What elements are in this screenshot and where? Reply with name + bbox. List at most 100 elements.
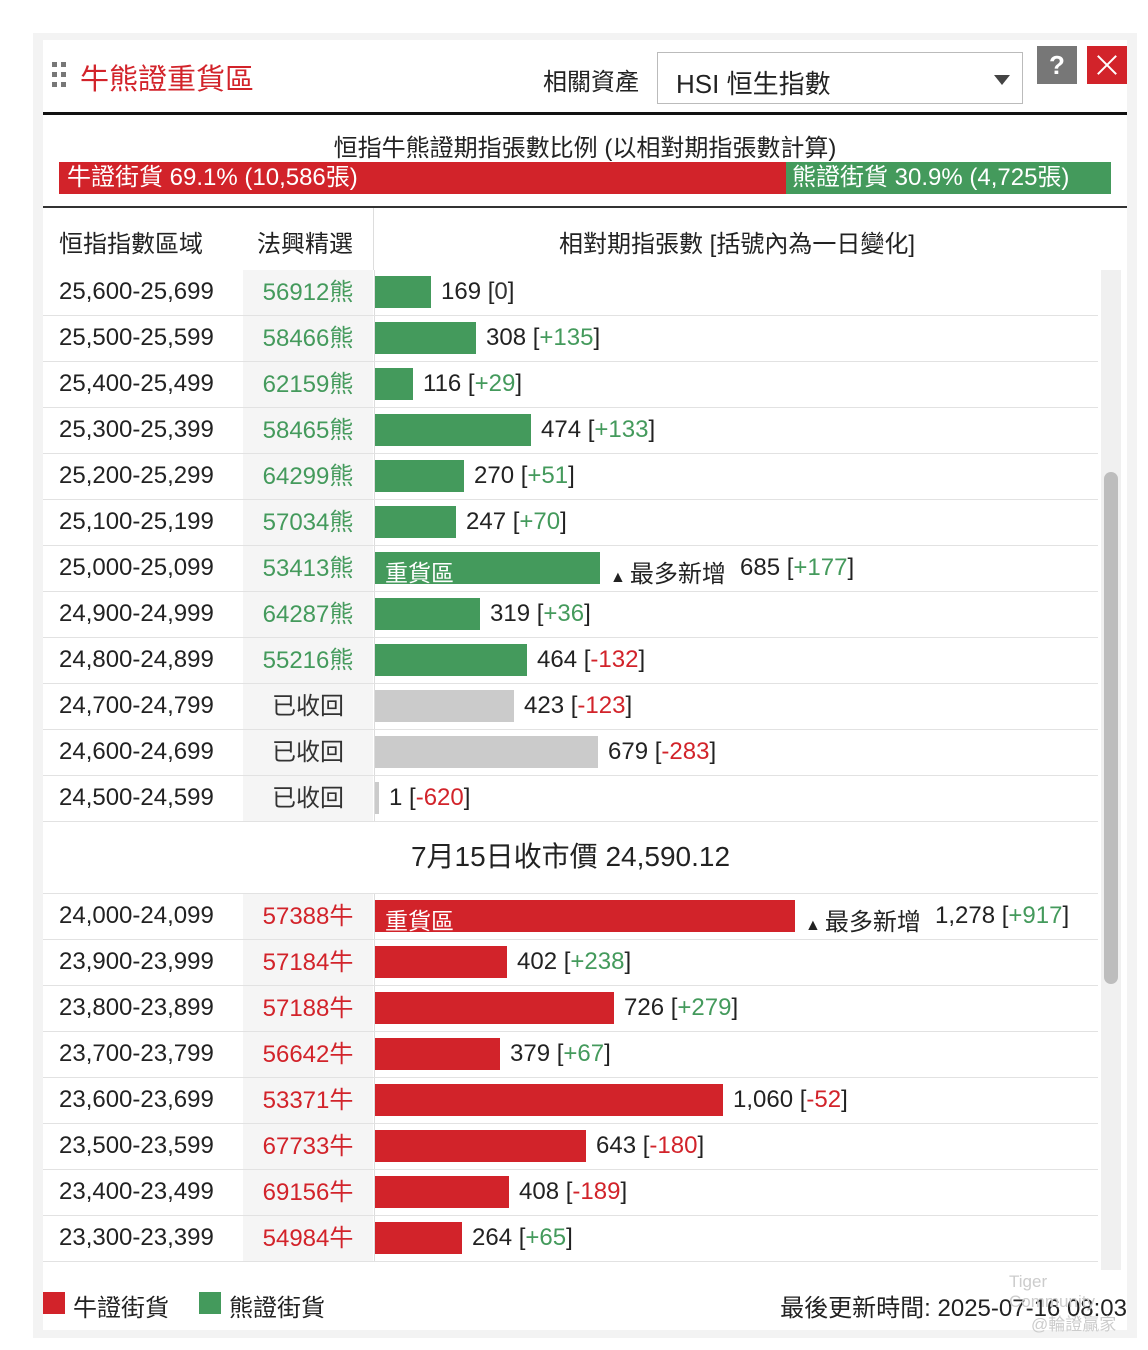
row-code[interactable]: 54984牛 [243,1216,373,1261]
count-bar [375,946,507,978]
table-row[interactable]: 25,300-25,399 58465熊 474 [+133] [43,408,1098,454]
triangle-up-icon: ▲ [610,569,626,586]
table-row[interactable]: 23,700-23,799 56642牛 379 [+67] [43,1032,1098,1078]
count-change: +29 [474,370,516,397]
count-number: 379 [510,1040,551,1067]
count-value: 270 [+51] [474,462,575,489]
row-range: 24,000-24,099 [59,902,214,929]
table-row[interactable]: 24,900-24,999 64287熊 319 [+36] [43,592,1098,638]
table-row[interactable]: 25,500-25,599 58466熊 308 [+135] [43,316,1098,362]
count-bar: 重貨區 [375,900,795,934]
row-code[interactable]: 64287熊 [243,592,373,637]
count-number: 685 [740,554,781,581]
count-change: +67 [563,1040,605,1067]
most-added-badge: ▲ 最多新增 [610,554,726,589]
table-row[interactable]: 24,500-24,599 已收回 1 [-620] [43,776,1098,822]
row-code[interactable]: 53413熊 [243,546,373,591]
count-bar [375,1084,723,1116]
table-row[interactable]: 23,500-23,599 67733牛 643 [-180] [43,1124,1098,1170]
table-row[interactable]: 25,000-25,099 53413熊 重貨區 ▲ 最多新增 685 [+177] [43,546,1098,592]
row-code[interactable]: 64299熊 [243,454,373,499]
table-row[interactable]: 25,200-25,299 64299熊 270 [+51] [43,454,1098,500]
row-range: 23,700-23,799 [59,1040,214,1067]
scrollbar[interactable] [1101,270,1121,1270]
count-number: 1,060 [733,1086,794,1113]
row-bar-area: 379 [+67] [374,1032,1099,1077]
row-bar-area: 116 [+29] [374,362,1099,407]
row-code[interactable]: 62159熊 [243,362,373,407]
watermark-text: Tiger Community [1009,1272,1095,1311]
row-code[interactable]: 56912熊 [243,270,373,315]
panel-header: 牛熊證重貨區 相關資產 HSI 恒生指數 ? [43,40,1127,115]
last-updated: 最後更新時間: 2025-07-16 08:03 [780,1295,1127,1322]
row-code[interactable]: 53371牛 [243,1078,373,1123]
table-row[interactable]: 24,000-24,099 57388牛 重貨區 ▲ 最多新增 1,278 [+917] [43,894,1098,940]
table-row[interactable]: 25,600-25,699 56912熊 169 [0] [43,270,1098,316]
ratio-bar: 牛證街貨 69.1% (10,586張) 熊證街貨 30.9% (4,725張) [59,162,1111,194]
row-code[interactable]: 67733牛 [243,1124,373,1169]
row-bar-area: 679 [-283] [374,730,1099,775]
row-bar-area: 726 [+279] [374,986,1099,1031]
bull-ratio-segment: 牛證街貨 69.1% (10,586張) [59,162,786,194]
asset-select[interactable]: HSI 恒生指數 [657,52,1023,104]
row-code[interactable]: 57188牛 [243,986,373,1031]
row-bar-area: 464 [-132] [374,638,1099,683]
row-code[interactable]: 58465熊 [243,408,373,453]
col-header-range: 恒指指數區域 [59,231,203,258]
related-asset-label: 相關資產 [543,69,639,96]
row-range: 25,400-25,499 [59,370,214,397]
table-row[interactable]: 25,100-25,199 57034熊 247 [+70] [43,500,1098,546]
count-value: 1,278 [+917] [935,902,1070,929]
count-change: +133 [594,416,649,443]
count-number: 169 [441,278,482,305]
scrollbar-thumb[interactable] [1104,472,1118,984]
table-row[interactable]: 23,400-23,499 69156牛 408 [-189] [43,1170,1098,1216]
heavy-zone-label: 重貨區 [385,908,454,934]
count-change: -180 [649,1132,698,1159]
table-row[interactable]: 24,800-24,899 55216熊 464 [-132] [43,638,1098,684]
row-code[interactable]: 56642牛 [243,1032,373,1077]
count-change: -123 [577,692,626,719]
count-bar [375,992,614,1024]
help-button[interactable]: ? [1037,46,1077,84]
count-value: 402 [+238] [517,948,632,975]
count-value: 464 [-132] [537,646,646,673]
table-row[interactable]: 23,800-23,899 57188牛 726 [+279] [43,986,1098,1032]
row-range: 24,700-24,799 [59,692,214,719]
row-range: 23,900-23,999 [59,948,214,975]
table-row[interactable]: 24,600-24,699 已收回 679 [-283] [43,730,1098,776]
table-row[interactable]: 23,300-23,399 54984牛 264 [+65] [43,1216,1098,1262]
count-change: 0 [494,278,508,305]
count-bar [375,644,527,676]
asset-select-value: HSI 恒生指數 [676,69,831,99]
count-bar [375,368,413,400]
count-number: 726 [624,994,665,1021]
row-code[interactable]: 57034熊 [243,500,373,545]
row-bar-area: 408 [-189] [374,1170,1099,1215]
table-row[interactable]: 23,900-23,999 57184牛 402 [+238] [43,940,1098,986]
count-bar [375,1130,586,1162]
drag-handle-icon[interactable] [52,62,72,92]
count-number: 116 [423,370,462,397]
table-row[interactable]: 23,600-23,699 53371牛 1,060 [-52] [43,1078,1098,1124]
row-range: 25,000-25,099 [59,554,214,581]
table-row[interactable]: 24,700-24,799 已收回 423 [-123] [43,684,1098,730]
row-code[interactable]: 57388牛 [243,894,373,939]
row-code[interactable]: 69156牛 [243,1170,373,1215]
count-bar [375,736,598,768]
count-value: 308 [+135] [486,324,601,351]
row-code[interactable]: 58466熊 [243,316,373,361]
row-code: 已收回 [243,776,373,821]
table-row[interactable]: 25,400-25,499 62159熊 116 [+29] [43,362,1098,408]
count-value: 1,060 [-52] [733,1086,848,1113]
row-bar-area: 重貨區 ▲ 最多新增 1,278 [+917] [374,894,1099,939]
count-change: -52 [806,1086,842,1113]
count-change: +238 [570,948,625,975]
row-code[interactable]: 55216熊 [243,638,373,683]
row-bar-area: 319 [+36] [374,592,1099,637]
count-bar [375,322,476,354]
row-range: 24,500-24,599 [59,784,214,811]
row-code[interactable]: 57184牛 [243,940,373,985]
col-header-code: 法興精選 [257,231,353,258]
close-button[interactable] [1087,46,1127,84]
